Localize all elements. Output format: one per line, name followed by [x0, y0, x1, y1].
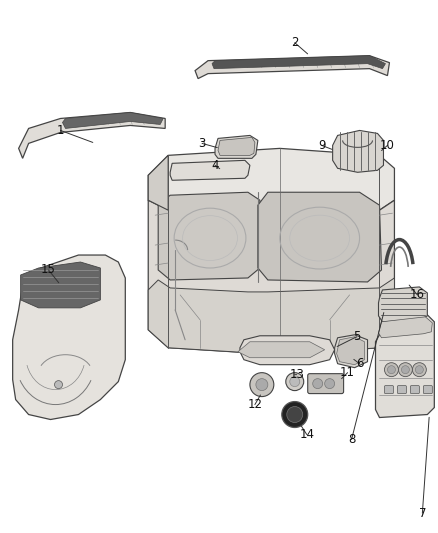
Polygon shape	[240, 336, 335, 365]
Text: 16: 16	[410, 288, 425, 301]
Polygon shape	[378, 287, 427, 322]
Text: 6: 6	[356, 357, 363, 370]
Polygon shape	[332, 131, 384, 172]
Circle shape	[385, 362, 399, 377]
Circle shape	[413, 362, 426, 377]
FancyBboxPatch shape	[308, 374, 343, 393]
Text: 11: 11	[340, 366, 355, 379]
Polygon shape	[335, 335, 367, 368]
Polygon shape	[238, 342, 325, 358]
Circle shape	[325, 378, 335, 389]
Circle shape	[282, 401, 308, 427]
Text: 4: 4	[211, 159, 219, 172]
Polygon shape	[148, 148, 395, 210]
Circle shape	[399, 362, 413, 377]
Polygon shape	[148, 200, 395, 355]
Circle shape	[287, 407, 303, 423]
Text: 8: 8	[348, 433, 355, 446]
Circle shape	[415, 366, 424, 374]
Text: 7: 7	[419, 507, 426, 520]
Text: 10: 10	[380, 139, 395, 152]
Text: 12: 12	[247, 398, 262, 411]
FancyBboxPatch shape	[385, 385, 393, 393]
Polygon shape	[170, 160, 250, 180]
Circle shape	[313, 378, 323, 389]
Polygon shape	[21, 262, 100, 308]
Circle shape	[286, 373, 304, 391]
Polygon shape	[258, 192, 381, 282]
Polygon shape	[158, 192, 260, 280]
Text: 1: 1	[57, 124, 64, 137]
Text: 9: 9	[318, 139, 325, 152]
FancyBboxPatch shape	[410, 385, 419, 393]
Circle shape	[250, 373, 274, 397]
Polygon shape	[212, 55, 385, 69]
FancyBboxPatch shape	[397, 385, 406, 393]
Text: 13: 13	[290, 368, 304, 381]
Text: 3: 3	[198, 137, 206, 150]
Polygon shape	[195, 55, 389, 78]
Circle shape	[54, 381, 63, 389]
Polygon shape	[215, 135, 258, 158]
Polygon shape	[375, 315, 434, 417]
Polygon shape	[218, 138, 255, 155]
Polygon shape	[19, 112, 165, 158]
Text: 2: 2	[291, 36, 299, 49]
Circle shape	[388, 366, 396, 374]
Circle shape	[401, 366, 410, 374]
Circle shape	[290, 377, 300, 386]
Polygon shape	[148, 155, 168, 210]
Polygon shape	[63, 112, 163, 128]
Polygon shape	[337, 337, 364, 365]
Text: 15: 15	[41, 263, 56, 277]
Polygon shape	[148, 278, 395, 355]
FancyBboxPatch shape	[424, 385, 432, 393]
Text: 14: 14	[299, 428, 314, 441]
Polygon shape	[378, 317, 432, 338]
Text: 5: 5	[353, 330, 360, 343]
Polygon shape	[13, 255, 125, 419]
Circle shape	[256, 378, 268, 391]
